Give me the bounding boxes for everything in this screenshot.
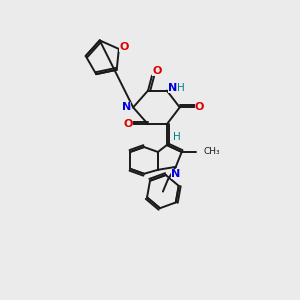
Text: N: N [171, 169, 180, 179]
Text: O: O [195, 102, 204, 112]
Text: O: O [124, 119, 133, 129]
Text: N: N [122, 102, 131, 112]
Text: CH₃: CH₃ [203, 148, 220, 157]
Text: H: H [173, 132, 181, 142]
Text: H: H [177, 82, 184, 93]
Text: O: O [119, 42, 128, 52]
Text: N: N [168, 82, 177, 93]
Text: O: O [152, 66, 162, 76]
